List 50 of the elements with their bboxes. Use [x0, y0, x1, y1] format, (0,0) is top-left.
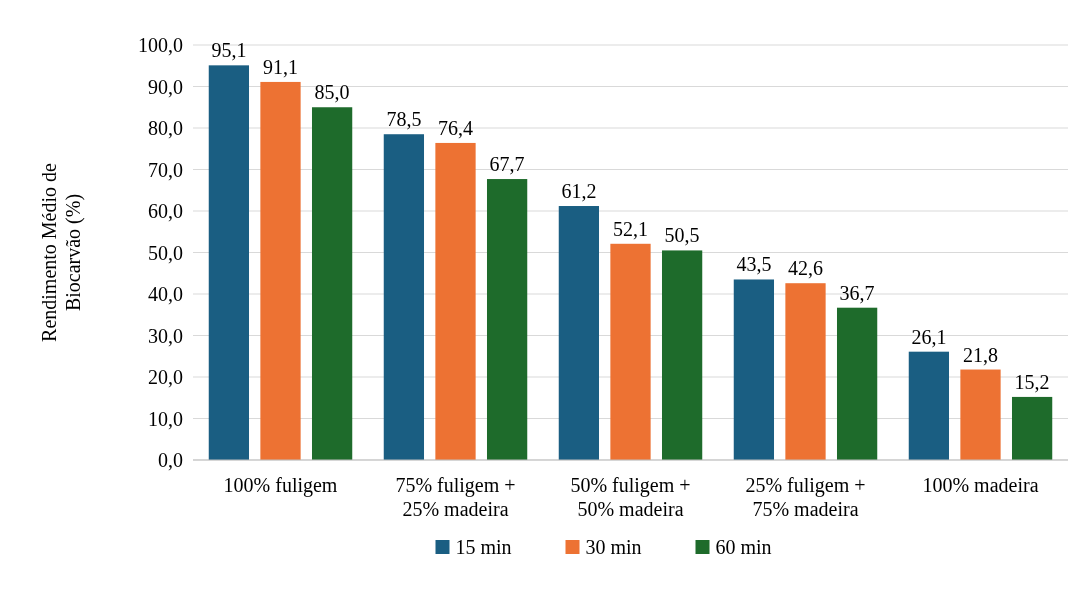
bar: [733, 279, 775, 460]
legend-label: 60 min: [715, 536, 772, 558]
y-tick-label: 50,0: [148, 241, 183, 264]
data-label: 61,2: [561, 180, 597, 203]
legend-label: 30 min: [585, 536, 642, 558]
data-label: 21,8: [963, 343, 998, 366]
x-tick-label: 100% fuligem: [223, 474, 338, 497]
y-tick-label: 90,0: [148, 75, 183, 98]
y-tick-label: 20,0: [148, 366, 183, 388]
data-label: 95,1: [211, 39, 247, 62]
y-axis-title: Rendimento Médio de Biocarvão (%): [38, 162, 85, 342]
data-label: 36,7: [839, 281, 875, 304]
x-tick-label: 25% fuligem + 75% madeira: [745, 474, 866, 520]
data-label: 52,1: [613, 217, 648, 240]
data-label: 42,6: [788, 257, 823, 280]
y-tick-label: 100,0: [138, 34, 183, 56]
bar: [1011, 396, 1053, 460]
bar: [208, 65, 250, 460]
bar: [785, 283, 826, 460]
x-tick-label: 75% fuligem + 25% madeira: [395, 474, 516, 520]
y-tick-label: 70,0: [148, 158, 183, 181]
bar: [960, 369, 1001, 460]
y-tick-label: 0,0: [158, 449, 183, 471]
y-tick-label: 60,0: [148, 200, 183, 222]
y-tick-label: 10,0: [148, 407, 183, 430]
bar: [610, 243, 651, 460]
data-label: 43,5: [736, 253, 772, 276]
bar: [435, 142, 476, 460]
data-label: 26,1: [911, 325, 947, 348]
data-label: 78,5: [386, 108, 422, 131]
data-label: 15,2: [1014, 370, 1050, 393]
bar: [661, 250, 703, 460]
legend-label: 15 min: [455, 536, 512, 558]
bar: [558, 206, 600, 460]
data-label: 91,1: [263, 55, 298, 78]
bar: [311, 107, 353, 460]
x-tick-label: 50% fuligem + 50% madeira: [570, 474, 691, 520]
y-tick-label: 80,0: [148, 117, 183, 139]
bar: [383, 134, 425, 460]
bar: [836, 307, 878, 460]
data-label: 50,5: [664, 224, 700, 247]
x-tick-label: 100% madeira: [922, 474, 1039, 496]
y-tick-label: 30,0: [148, 324, 183, 347]
data-label: 85,0: [314, 81, 350, 104]
data-label: 76,4: [438, 116, 473, 139]
bar: [486, 179, 528, 460]
bar: [908, 351, 950, 460]
data-label: 67,7: [489, 153, 525, 176]
y-tick-label: 40,0: [148, 283, 183, 305]
bar: [260, 81, 301, 460]
